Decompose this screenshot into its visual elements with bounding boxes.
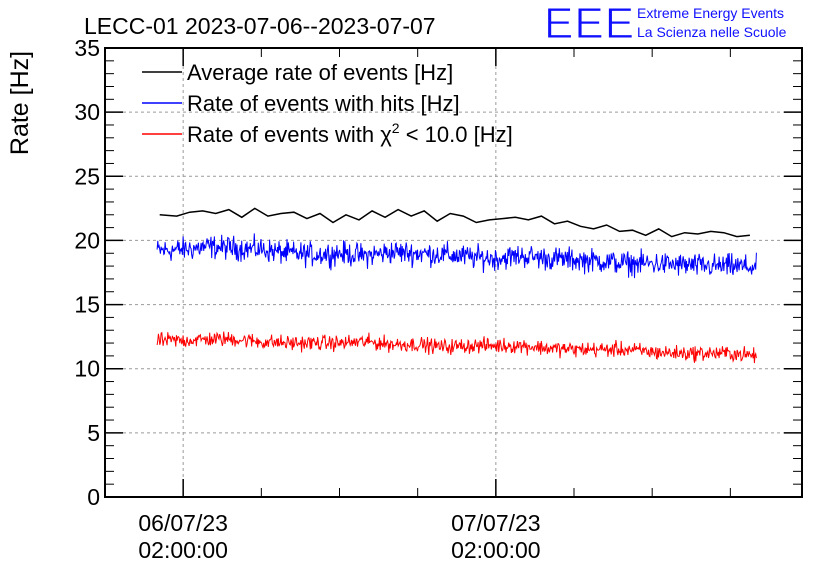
axis-ticks	[104, 47, 802, 498]
x-tick-date: 06/07/23	[138, 510, 228, 536]
legend-label-average: Average rate of events [Hz]	[187, 60, 453, 85]
logo-line-1: Extreme Energy Events	[637, 5, 785, 21]
legend-label-hits: Rate of events with hits [Hz]	[187, 91, 460, 116]
legend: Average rate of events [Hz] Rate of even…	[142, 60, 513, 147]
logo-line-2: La Scienza nelle Scuole	[637, 24, 787, 40]
x-tick-time: 02:00:00	[138, 537, 228, 563]
legend-chi2-exponent: 2	[392, 120, 400, 136]
y-tick-label: 20	[74, 227, 100, 253]
y-tick-label: 25	[74, 163, 100, 189]
legend-label-chi2: Rate of events with χ2 < 10.0 [Hz]	[187, 120, 513, 147]
y-tick-label: 30	[74, 99, 100, 125]
series-group	[156, 207, 757, 364]
y-tick-label: 0	[87, 484, 100, 510]
legend-chi2-prefix: Rate of events with	[187, 122, 380, 147]
y-tick-label: 10	[74, 356, 100, 382]
series-line-1	[156, 233, 757, 279]
x-tick-time: 02:00:00	[451, 537, 541, 563]
x-tick-date: 07/07/23	[451, 510, 541, 536]
legend-chi2-suffix: < 10.0 [Hz]	[400, 122, 513, 147]
y-tick-label: 15	[74, 292, 100, 318]
series-line-2	[156, 331, 757, 364]
y-axis-label: Rate [Hz]	[6, 51, 34, 155]
chart-title: LECC-01 2023-07-06--2023-07-07	[84, 13, 436, 39]
y-tick-label: 35	[74, 35, 100, 61]
legend-chi2-symbol: χ	[380, 122, 392, 147]
plot-frame	[104, 47, 803, 498]
y-tick-labels: 0 5 10 15 20 25 30 35	[74, 35, 100, 510]
y-tick-label: 5	[87, 420, 100, 446]
series-line-0	[159, 207, 750, 238]
eee-logo: EEE	[543, 0, 636, 48]
